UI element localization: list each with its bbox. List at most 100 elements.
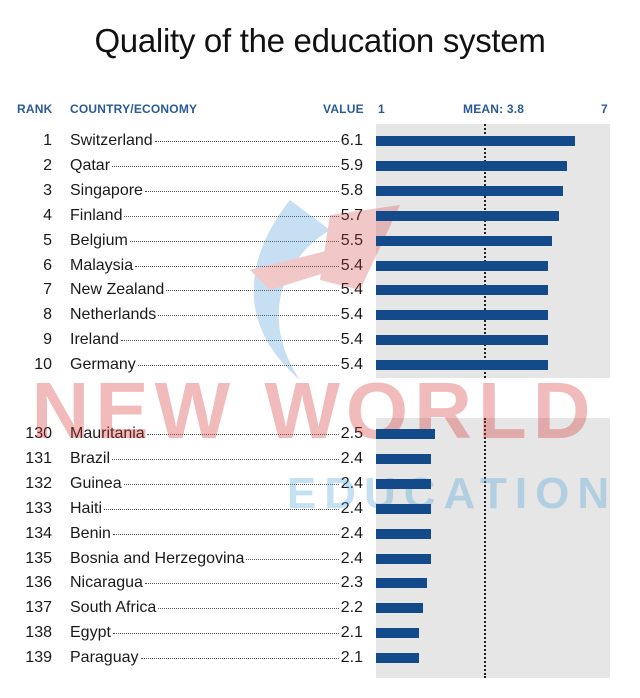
value-label: 2.4 (340, 474, 363, 492)
leader-dots (158, 315, 339, 317)
country-name: Nicaragua (70, 574, 143, 592)
bar (376, 528, 431, 539)
table-row: 136 Nicaragua 2.3 (0, 571, 376, 595)
country-row-label: Ireland 5.4 (70, 331, 363, 349)
value-label: 2.1 (340, 624, 363, 642)
bar (376, 360, 548, 371)
value-label: 5.7 (340, 206, 363, 224)
rank-label: 135 (25, 549, 52, 567)
country-name: Guinea (70, 474, 122, 492)
leader-dots (144, 583, 339, 585)
value-label: 6.1 (340, 132, 363, 149)
header-scale-min: 1 (378, 102, 385, 116)
bar (376, 185, 564, 196)
bar (376, 578, 427, 589)
chart-title: Quality of the education system (94, 22, 546, 59)
leader-dots (144, 190, 339, 192)
bar (376, 335, 548, 346)
value-label: 2.4 (340, 524, 363, 542)
bar (376, 210, 560, 221)
country-row-label: Brazil 2.4 (70, 450, 363, 468)
country-name: Egypt (70, 624, 111, 642)
leader-dots (158, 608, 339, 610)
value-label: 2.4 (340, 549, 363, 567)
rank-label: 8 (43, 306, 52, 324)
rank-label: 5 (43, 231, 52, 249)
leader-dots (135, 265, 339, 267)
country-name: Mauritania (70, 425, 145, 442)
rank-label: 136 (25, 574, 52, 592)
bar (376, 235, 552, 246)
leader-dots (123, 483, 339, 485)
country-row-label: Switzerland 6.1 (70, 132, 363, 150)
rank-label: 7 (43, 281, 52, 299)
value-label: 5.9 (340, 156, 363, 174)
bar (376, 260, 548, 271)
country-name: Belgium (70, 231, 128, 249)
leader-dots (129, 240, 339, 242)
leader-dots (154, 141, 339, 142)
table-row: 131 Brazil 2.4 (0, 447, 376, 471)
country-row-label: New Zealand 5.4 (70, 281, 363, 299)
country-name: South Africa (70, 599, 157, 617)
leader-dots (140, 658, 339, 660)
bar (376, 160, 568, 171)
value-label: 5.5 (340, 231, 363, 249)
table-row: 130 Mauritania 2.5 (0, 422, 376, 446)
value-label: 5.4 (340, 281, 363, 299)
bar (376, 478, 431, 489)
value-label: 2.1 (340, 649, 363, 667)
country-row-label: Finland 5.7 (70, 207, 363, 225)
header-mean: MEAN: 3.8 (463, 102, 525, 116)
rank-label: 1 (43, 132, 52, 149)
country-name: Switzerland (70, 132, 153, 149)
country-name: Brazil (70, 449, 111, 467)
value-label: 2.5 (340, 425, 363, 442)
country-name: Bosnia and Herzegovina (70, 549, 245, 567)
leader-dots (120, 340, 339, 342)
table-row: 10 Germany 5.4 (0, 353, 376, 377)
value-label: 2.4 (340, 449, 363, 467)
table-row: 8 Netherlands 5.4 (0, 303, 376, 327)
country-row-label: Malaysia 5.4 (70, 257, 363, 275)
rank-label: 137 (25, 599, 52, 617)
rank-label: 131 (25, 449, 52, 467)
bar (376, 310, 548, 321)
bar (376, 429, 435, 439)
value-label: 5.8 (340, 181, 363, 199)
country-row-label: Benin 2.4 (70, 525, 363, 543)
country-row-label: Germany 5.4 (70, 356, 363, 374)
rank-label: 133 (25, 499, 52, 517)
country-row-label: Mauritania 2.5 (70, 425, 363, 443)
bar (376, 628, 419, 639)
table-row: 1 Switzerland 6.1 (0, 129, 376, 153)
table-row: 2 Qatar 5.9 (0, 154, 376, 178)
value-label: 5.4 (340, 306, 363, 324)
header-scale-max: 7 (601, 102, 608, 116)
country-name: Singapore (70, 181, 143, 199)
leader-dots (166, 290, 339, 292)
table-row: 138 Egypt 2.1 (0, 621, 376, 645)
bar (376, 553, 431, 564)
leader-dots (112, 165, 339, 167)
leader-dots (124, 215, 339, 217)
rank-label: 2 (43, 156, 52, 174)
country-row-label: Qatar 5.9 (70, 157, 363, 175)
value-label: 5.4 (340, 256, 363, 274)
bar (376, 453, 431, 464)
table-row: 6 Malaysia 5.4 (0, 254, 376, 278)
leader-dots (112, 533, 339, 535)
country-row-label: Haiti 2.4 (70, 500, 363, 518)
country-name: Haiti (70, 499, 103, 517)
value-label: 5.4 (340, 356, 363, 374)
table-row: 3 Singapore 5.8 (0, 179, 376, 203)
country-row-label: Singapore 5.8 (70, 182, 363, 200)
rank-label: 130 (25, 425, 52, 442)
bar (376, 285, 548, 296)
country-name: Benin (70, 524, 111, 542)
leader-dots (104, 508, 339, 510)
country-name: Ireland (70, 331, 119, 349)
country-name: Qatar (70, 156, 111, 174)
value-label: 2.4 (340, 499, 363, 517)
country-row-label: Guinea 2.4 (70, 475, 363, 493)
